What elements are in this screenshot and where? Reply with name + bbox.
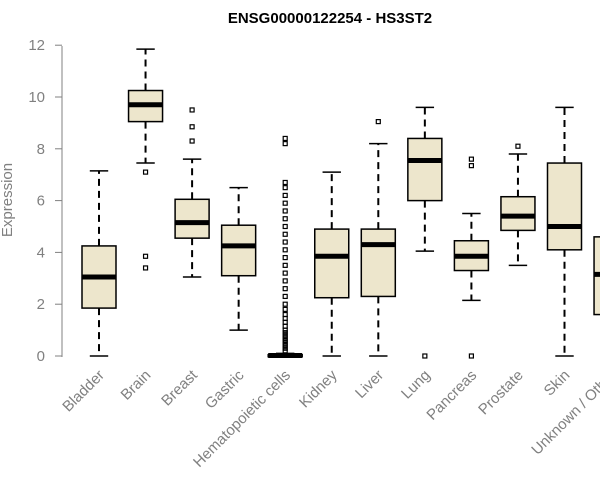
outlier-point bbox=[282, 286, 288, 292]
iqr-box bbox=[360, 228, 397, 298]
outlier-point bbox=[375, 119, 381, 125]
x-tick-label: Brain bbox=[118, 367, 155, 404]
outlier-point bbox=[282, 200, 288, 206]
x-tick-label: Pancreas bbox=[423, 367, 480, 424]
chart-title: ENSG00000122254 - HS3ST2 bbox=[228, 10, 432, 27]
outlier-point bbox=[282, 135, 288, 142]
x-tick-label: Bladder bbox=[59, 367, 108, 416]
y-tick-label: 10 bbox=[28, 89, 45, 106]
box-10 bbox=[500, 143, 536, 267]
iqr-box bbox=[500, 195, 536, 232]
outlier-point bbox=[189, 107, 195, 113]
box-11 bbox=[546, 106, 583, 357]
y-tick-label: 2 bbox=[37, 296, 45, 313]
iqr-box bbox=[174, 198, 210, 239]
box-4 bbox=[220, 186, 257, 331]
outlier-point bbox=[282, 208, 288, 214]
outlier-point bbox=[189, 124, 195, 130]
y-tick-label: 8 bbox=[37, 141, 45, 158]
y-tick-label: 0 bbox=[37, 348, 45, 365]
y-tick-label: 4 bbox=[37, 244, 45, 261]
iqr-box bbox=[546, 162, 583, 251]
outlier-point bbox=[282, 348, 288, 354]
outlier-point bbox=[189, 138, 195, 144]
y-axis-label: Expression bbox=[0, 163, 16, 237]
outlier-point bbox=[282, 301, 288, 307]
outlier-point bbox=[515, 143, 521, 149]
outlier-point bbox=[282, 141, 288, 147]
outlier-point bbox=[282, 278, 288, 284]
outlier-point bbox=[282, 192, 288, 199]
box-7 bbox=[360, 119, 397, 357]
x-tick-label: Kidney bbox=[296, 366, 341, 411]
x-tick-label: Skin bbox=[541, 367, 574, 400]
outlier-point bbox=[282, 247, 288, 253]
box-5 bbox=[267, 135, 303, 358]
outlier-point bbox=[282, 270, 288, 276]
y-tick-label: 12 bbox=[28, 37, 45, 54]
y-tick-label: 6 bbox=[37, 193, 45, 210]
outlier-point bbox=[468, 353, 474, 359]
x-tick-label: Prostate bbox=[475, 367, 527, 419]
iqr-box bbox=[220, 224, 257, 277]
box-12 bbox=[593, 236, 600, 316]
x-tick-label: Liver bbox=[352, 367, 387, 402]
outlier-point bbox=[282, 185, 288, 191]
outlier-point bbox=[282, 179, 288, 186]
outlier-point bbox=[282, 231, 288, 237]
outlier-point bbox=[282, 216, 288, 222]
outlier-point bbox=[282, 293, 288, 300]
outlier-point bbox=[282, 223, 288, 230]
outlier-point bbox=[468, 163, 474, 169]
box-3 bbox=[174, 107, 210, 278]
box-1 bbox=[81, 170, 117, 357]
box-6 bbox=[314, 171, 350, 357]
box-9 bbox=[453, 156, 490, 359]
box-2 bbox=[127, 48, 164, 271]
outlier-point bbox=[282, 254, 288, 261]
iqr-box bbox=[314, 228, 350, 299]
x-tick-label: Gastric bbox=[202, 366, 248, 412]
outlier-point bbox=[142, 265, 149, 271]
outlier-point bbox=[282, 262, 288, 268]
outlier-point bbox=[142, 253, 149, 259]
outlier-point bbox=[422, 353, 428, 359]
outlier-point bbox=[282, 239, 288, 245]
box-8 bbox=[407, 106, 443, 359]
x-tick-label: Lung bbox=[398, 367, 434, 403]
x-tick-label: Breast bbox=[158, 366, 201, 409]
outlier-point bbox=[142, 169, 149, 175]
outlier-point bbox=[468, 156, 474, 162]
outlier-point bbox=[282, 306, 288, 312]
iqr-box bbox=[407, 137, 443, 202]
